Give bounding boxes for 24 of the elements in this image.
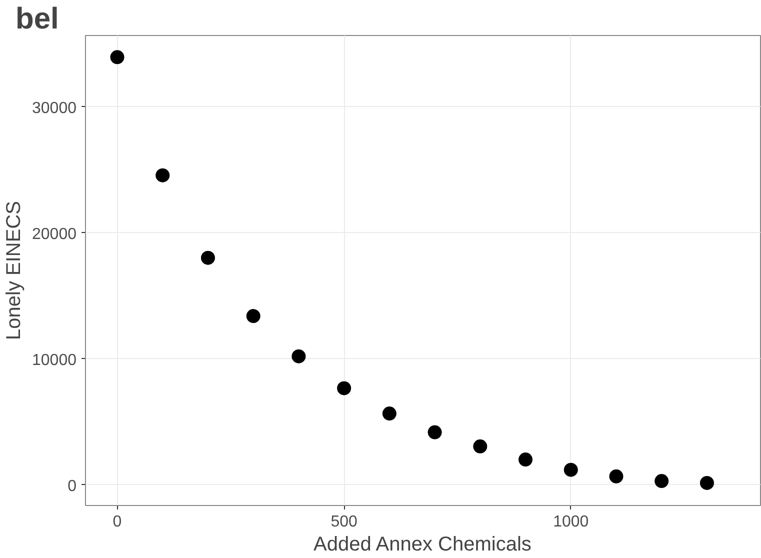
chart-title: bel bbox=[16, 2, 59, 36]
y-tick-label: 30000 bbox=[32, 100, 77, 117]
x-tick-label: 0 bbox=[112, 514, 122, 530]
point bbox=[518, 452, 533, 467]
y-tick-label: 0 bbox=[68, 478, 77, 495]
x-axis-title: Added Annex Chemicals bbox=[313, 534, 532, 556]
point bbox=[156, 168, 170, 182]
point bbox=[700, 476, 714, 490]
point bbox=[110, 50, 124, 64]
point bbox=[337, 381, 352, 396]
point bbox=[654, 474, 669, 488]
y-tick-label: 10000 bbox=[32, 352, 77, 369]
point bbox=[382, 406, 396, 421]
point bbox=[609, 469, 624, 484]
point bbox=[292, 349, 306, 364]
x-tick-label: 1000 bbox=[553, 514, 589, 530]
y-axis-title: Lonely EINECS bbox=[3, 201, 26, 340]
y-tick-label: 20000 bbox=[32, 226, 77, 243]
x-tick-label: 500 bbox=[330, 514, 358, 530]
point bbox=[246, 309, 260, 324]
point bbox=[564, 462, 578, 477]
point bbox=[200, 250, 215, 265]
point bbox=[428, 425, 442, 440]
point bbox=[473, 439, 488, 454]
